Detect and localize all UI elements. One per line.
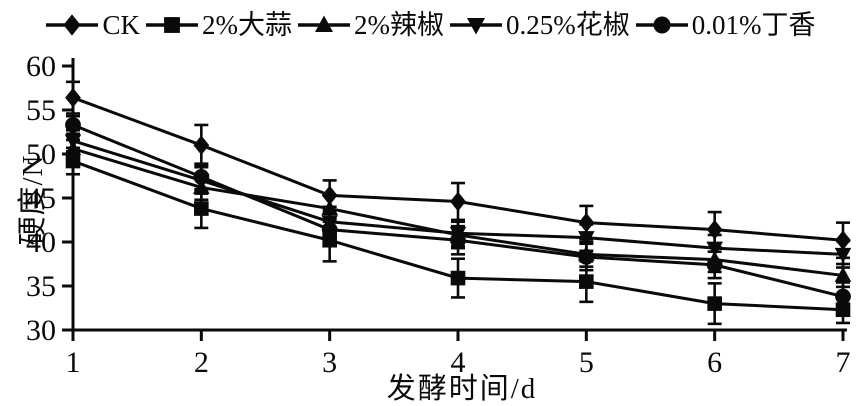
legend-label: 0.25%花椒 <box>506 9 630 40</box>
x-tick-label: 2 <box>194 346 209 379</box>
series-circle <box>65 114 851 312</box>
data-point-marker <box>321 221 338 238</box>
legend-item-2: 2%大蒜 <box>146 9 292 40</box>
legend-item-4: 0.25%花椒 <box>450 9 630 40</box>
x-tick-label: 6 <box>707 346 722 379</box>
y-tick-label: 45 <box>26 182 56 215</box>
legend-item-5: 0.01%丁香 <box>635 9 816 40</box>
legend: CK 2%大蒜 2%辣椒 0.25%花椒 0.01%丁香 <box>0 2 862 48</box>
legend-label: 2%辣椒 <box>354 9 444 40</box>
x-tick-label: 4 <box>451 346 466 379</box>
data-point-marker <box>579 274 594 289</box>
y-tick-label: 50 <box>26 138 56 171</box>
legend-item-1: CK <box>46 9 140 40</box>
x-tick-label: 1 <box>66 346 81 379</box>
data-point-marker <box>834 266 852 282</box>
data-point-marker <box>706 256 723 273</box>
legend-label: 0.01%丁香 <box>691 9 816 40</box>
legend-label: CK <box>102 9 140 40</box>
data-point-marker <box>65 87 81 108</box>
data-point-marker <box>193 135 210 155</box>
y-tick-label: 30 <box>26 314 56 347</box>
x-tick-label: 3 <box>322 346 337 379</box>
y-tick-label: 55 <box>26 94 56 127</box>
data-point-marker <box>65 117 81 133</box>
square-icon <box>146 17 198 33</box>
circle-glyph <box>653 16 671 34</box>
legend-item-3: 2%辣椒 <box>298 9 444 40</box>
data-point-marker <box>64 134 82 150</box>
data-point-marker <box>706 241 723 257</box>
y-axis-title: 硬度/N <box>17 154 49 246</box>
y-tick-label: 60 <box>26 50 56 83</box>
data-point-marker <box>578 212 595 233</box>
data-point-marker <box>578 231 595 247</box>
data-point-marker <box>835 288 851 305</box>
square-glyph <box>164 17 180 33</box>
triangle-up-glyph <box>315 15 333 33</box>
x-tick-label: 7 <box>836 346 851 379</box>
legend-label: 2%大蒜 <box>202 9 292 40</box>
y-tick-label: 35 <box>26 270 56 303</box>
data-point-marker <box>834 247 852 264</box>
circle-icon <box>635 16 688 34</box>
data-point-marker <box>450 270 466 286</box>
data-point-marker <box>193 168 210 185</box>
triangle-down-glyph <box>467 17 485 35</box>
diamond-icon <box>46 14 99 36</box>
x-tick-label: 5 <box>579 346 594 379</box>
data-point-marker <box>450 232 466 249</box>
diamond-glyph <box>63 14 82 36</box>
data-point-marker <box>578 249 595 265</box>
data-point-marker <box>450 191 466 212</box>
x-axis-title: 发酵时间/d <box>386 373 538 405</box>
triangle-down-icon <box>450 17 502 35</box>
triangle-up-icon <box>298 15 350 33</box>
data-point-marker <box>194 201 209 216</box>
data-point-marker <box>707 296 722 311</box>
y-tick-label: 40 <box>26 226 56 259</box>
